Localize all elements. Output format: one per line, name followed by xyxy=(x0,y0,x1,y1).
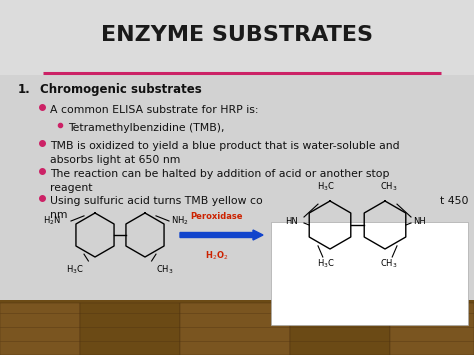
Text: NH$_2$: NH$_2$ xyxy=(171,215,189,227)
Text: H$_2$N: H$_2$N xyxy=(43,215,61,227)
FancyArrow shape xyxy=(180,230,263,240)
Text: nm: nm xyxy=(50,210,67,220)
Text: TMB is oxidized to yield a blue product that is water-soluble and: TMB is oxidized to yield a blue product … xyxy=(50,141,400,151)
Bar xyxy=(271,222,468,325)
Text: HN: HN xyxy=(285,217,298,225)
Text: absorbs light at 650 nm: absorbs light at 650 nm xyxy=(50,155,181,165)
Text: Using sulfuric acid turns TMB yellow co: Using sulfuric acid turns TMB yellow co xyxy=(50,196,263,206)
Text: CH$_3$: CH$_3$ xyxy=(380,180,398,193)
Bar xyxy=(390,303,474,355)
Bar xyxy=(0,0,474,75)
Text: Peroxidase: Peroxidase xyxy=(190,212,243,221)
Text: ENZYME SUBSTRATES: ENZYME SUBSTRATES xyxy=(101,25,373,45)
Text: Chromogenic substrates: Chromogenic substrates xyxy=(40,83,202,96)
Text: NH: NH xyxy=(413,217,426,225)
Text: 1.: 1. xyxy=(18,83,31,96)
Text: reagent: reagent xyxy=(50,183,92,193)
Text: The reaction can be halted by addition of acid or another stop: The reaction can be halted by addition o… xyxy=(50,169,390,179)
Bar xyxy=(290,303,390,355)
Text: A common ELISA substrate for HRP is:: A common ELISA substrate for HRP is: xyxy=(50,105,258,115)
Text: Tetramethylbenzidine (TMB),: Tetramethylbenzidine (TMB), xyxy=(68,123,225,133)
Bar xyxy=(180,303,290,355)
Bar xyxy=(80,303,180,355)
Text: CH$_3$: CH$_3$ xyxy=(156,263,174,275)
Bar xyxy=(0,303,80,355)
Text: H$_3$C: H$_3$C xyxy=(317,180,335,193)
Bar xyxy=(0,0,474,305)
Bar xyxy=(0,300,474,355)
Text: H$_3$C: H$_3$C xyxy=(317,257,335,269)
Text: t 450: t 450 xyxy=(440,196,468,206)
Text: CH$_3$: CH$_3$ xyxy=(380,257,398,269)
Text: H$_3$C: H$_3$C xyxy=(66,263,84,275)
Text: H$_2$O$_2$: H$_2$O$_2$ xyxy=(205,249,228,262)
